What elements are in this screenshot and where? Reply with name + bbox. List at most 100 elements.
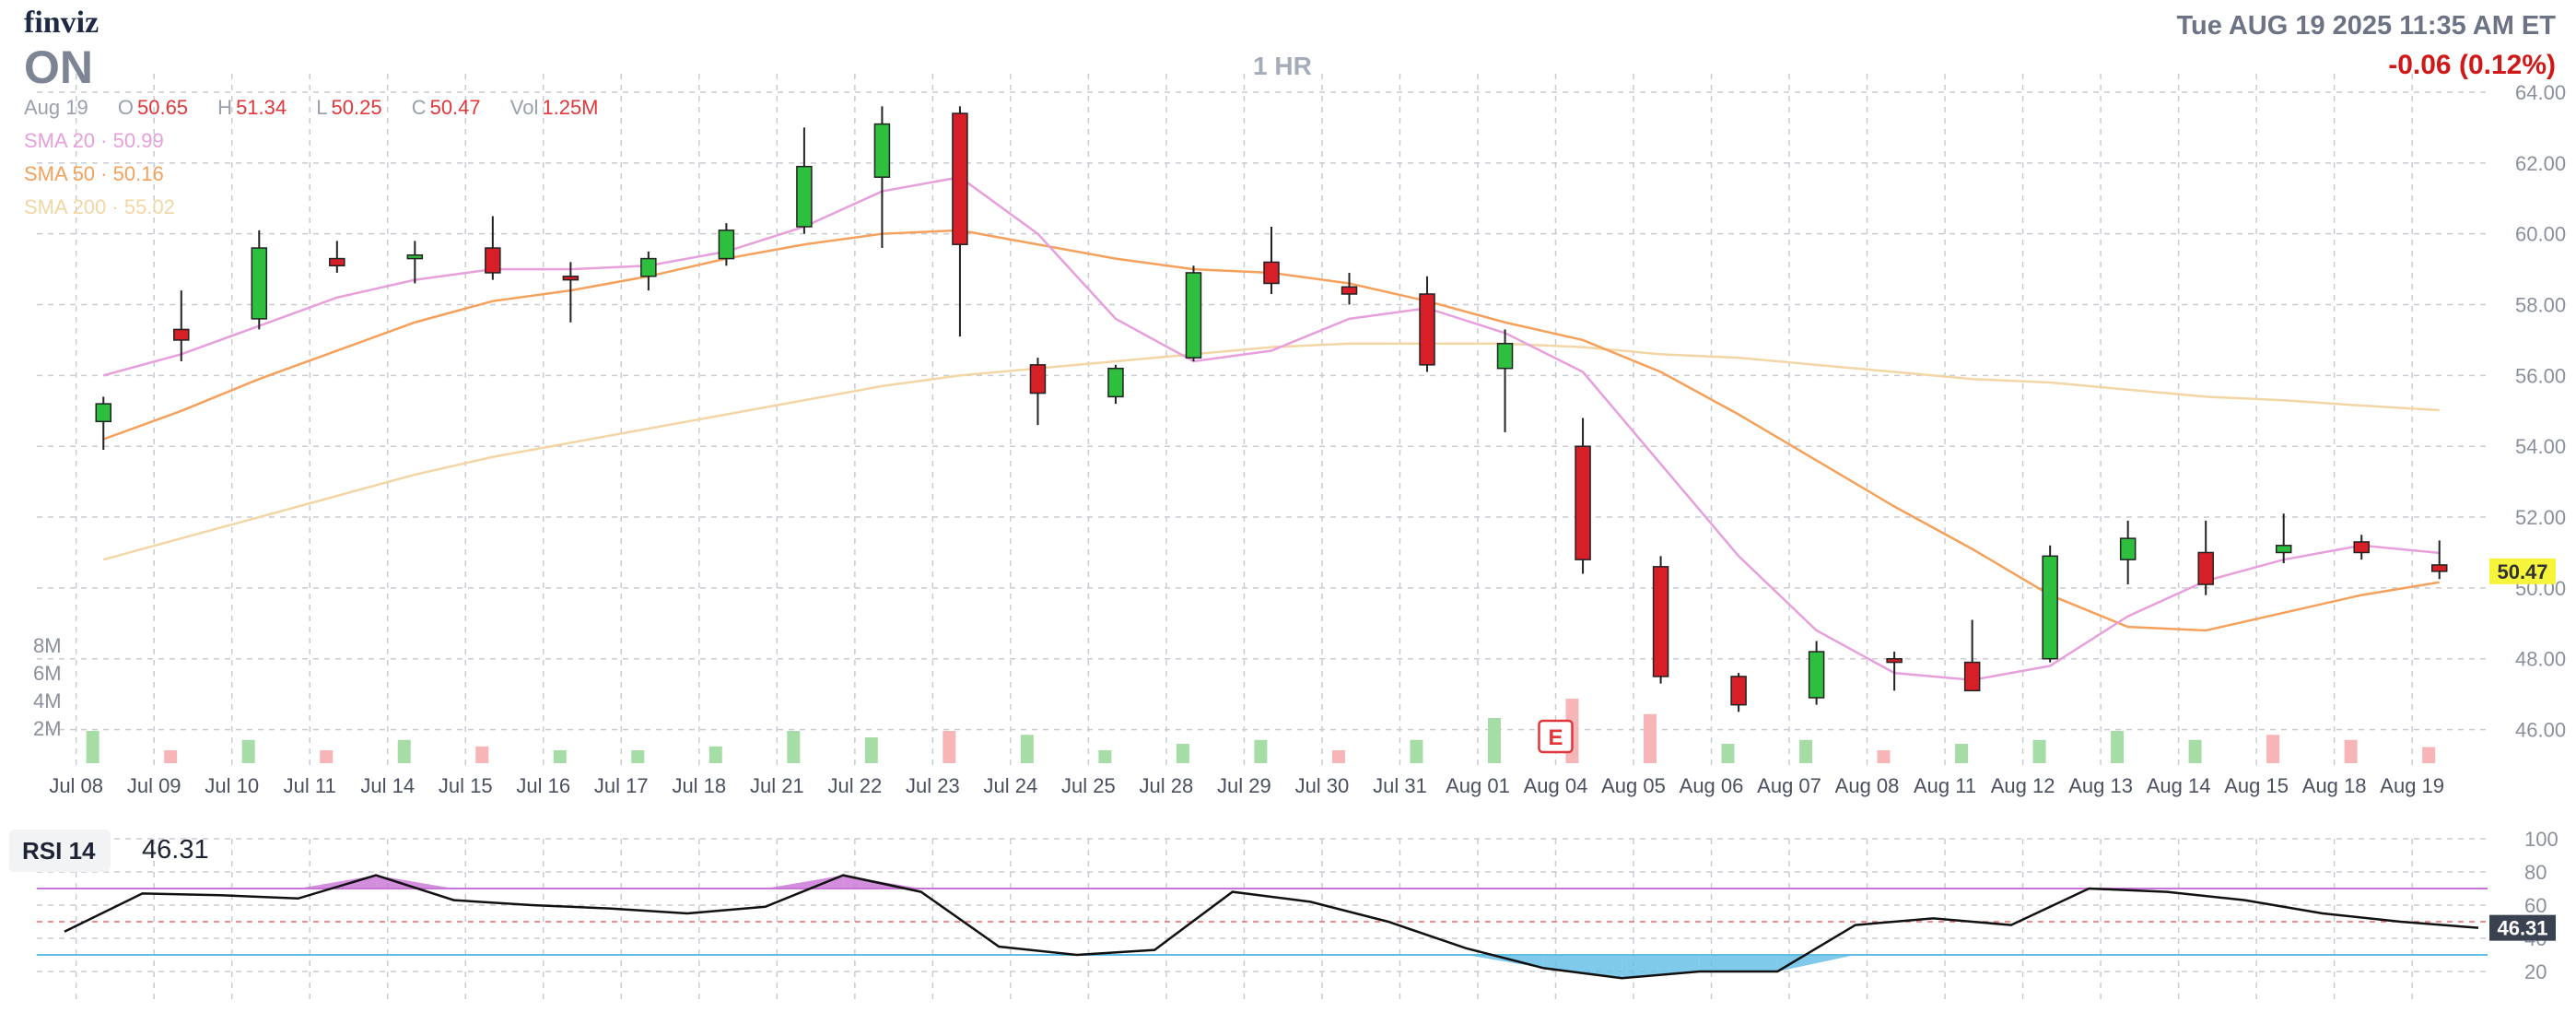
sma200-line: [102, 342, 2440, 561]
date-tick-label: Aug 18: [2302, 774, 2367, 797]
candle-body: [1107, 367, 1124, 398]
rsi-value: 46.31: [142, 835, 209, 865]
volume-bar: [241, 739, 255, 763]
volume-bar: [1487, 718, 1501, 763]
candle-body: [562, 276, 580, 281]
rsi-overbought-fill: [765, 875, 844, 889]
rsi-oversold-fill: [1699, 955, 1778, 971]
date-tick-label: Jul 10: [205, 774, 259, 797]
volume-label: Vol: [509, 96, 539, 119]
volume-bar: [86, 731, 100, 763]
rsi-value-tag: [2489, 914, 2556, 941]
rsi-value-tag-label: 46.31: [2497, 917, 2547, 940]
candle-body: [640, 257, 657, 277]
rsi-label[interactable]: RSI 14: [22, 837, 96, 865]
rsi-tick-label: 20: [2524, 960, 2547, 983]
candle-body: [1963, 661, 1981, 692]
date-tick-label: Jul 22: [827, 774, 882, 797]
date-tick-label: Jul 09: [127, 774, 181, 797]
open-value: 50.65: [136, 96, 189, 119]
candle-body: [873, 123, 891, 178]
volume-value: 1.25M: [542, 96, 599, 119]
date-tick-label: Jul 14: [360, 774, 415, 797]
date-tick-label: Jul 29: [1217, 774, 1271, 797]
candle-body: [1263, 261, 1280, 285]
sma50-sep: ·: [100, 162, 108, 185]
high-label: H: [217, 96, 233, 119]
rsi-oversold-fill: [1466, 955, 1544, 969]
volume-bar: [943, 731, 956, 763]
candle-body: [2042, 555, 2058, 660]
last-price-label: 50.47: [2497, 560, 2547, 583]
price-tick-label: 48.00: [2515, 648, 2566, 671]
volume-tick-label: 4M: [33, 689, 62, 712]
sma50-value: 50.16: [112, 162, 164, 185]
sma200-value: 55.02: [123, 195, 175, 218]
sma20-value: 50.99: [112, 129, 164, 152]
volume-bar: [1098, 750, 1112, 763]
volume-bar: [475, 746, 489, 763]
volume-tick-label: 2M: [33, 717, 62, 740]
date-tick-label: Jul 16: [516, 774, 570, 797]
date-tick-label: Aug 08: [1835, 774, 1900, 797]
sma200-sep: ·: [111, 195, 119, 218]
candle-body: [1652, 566, 1669, 677]
earnings-marker-label: E: [1548, 725, 1563, 750]
candle-body: [251, 247, 268, 320]
volume-bar: [1799, 739, 1813, 763]
sma200-label: SMA 200: [24, 195, 107, 218]
earnings-marker: [1538, 719, 1574, 754]
date-tick-label: Jul 24: [984, 774, 1038, 797]
rsi-tick-label: 60: [2524, 894, 2547, 917]
candle-body: [2119, 537, 2137, 560]
candle-body: [2197, 551, 2214, 585]
open-label: O: [117, 96, 134, 119]
datetime-label: Tue AUG 19 2025 11:35 AM ET: [2176, 11, 2556, 41]
sma20-legend: SMA 20 · 50.99: [24, 129, 164, 153]
volume-bar: [553, 750, 567, 763]
candle-body: [1496, 343, 1514, 370]
finviz-logo[interactable]: finviz: [24, 6, 100, 40]
volume-bar: [2344, 739, 2358, 763]
close-label: C: [411, 96, 427, 119]
volume-bar: [2188, 739, 2202, 763]
candle-body: [1575, 445, 1591, 560]
sma200-legend: SMA 200 · 55.02: [24, 195, 175, 219]
volume-bar: [708, 746, 722, 763]
candle-body: [485, 247, 501, 274]
date-tick-label: Jul 23: [906, 774, 960, 797]
rsi-overbought-fill: [376, 875, 454, 889]
date-tick-label: Jul 18: [672, 774, 726, 797]
date-tick-label: Jul 08: [49, 774, 103, 797]
volume-bar: [1721, 744, 1735, 763]
candle-body: [2353, 541, 2370, 554]
volume-bars: [86, 699, 2436, 763]
date-tick-label: Aug 15: [2224, 774, 2289, 797]
candle-body: [2430, 564, 2448, 572]
date-tick-label: Jul 25: [1061, 774, 1116, 797]
rsi-overbought-fill: [298, 875, 377, 889]
volume-tick-label: 8M: [33, 634, 62, 657]
price-grid: [37, 74, 2488, 765]
volume-bar: [2032, 739, 2046, 763]
date-tick-label: Jul 11: [284, 774, 336, 797]
date-tick-label: Jul 31: [1373, 774, 1427, 797]
rsi-tick-label: 100: [2524, 828, 2558, 851]
rsi-label-box[interactable]: [9, 830, 111, 872]
volume-tick-label: 6M: [33, 662, 62, 685]
volume-bar: [397, 739, 411, 763]
volume-bar: [1643, 713, 1657, 763]
price-tick-label: 52.00: [2515, 506, 2566, 529]
candle-body: [1185, 272, 1202, 359]
volume-bar: [2266, 735, 2280, 763]
timeframe-label[interactable]: 1 HR: [1253, 52, 1312, 80]
volume-bar: [164, 750, 178, 763]
candle-body: [796, 165, 813, 228]
volume-bar: [2422, 747, 2436, 763]
rsi-grid: [37, 838, 2488, 1005]
date-tick-label: Jul 15: [439, 774, 493, 797]
date-tick-label: Aug 13: [2068, 774, 2133, 797]
candle-body: [1419, 293, 1435, 366]
